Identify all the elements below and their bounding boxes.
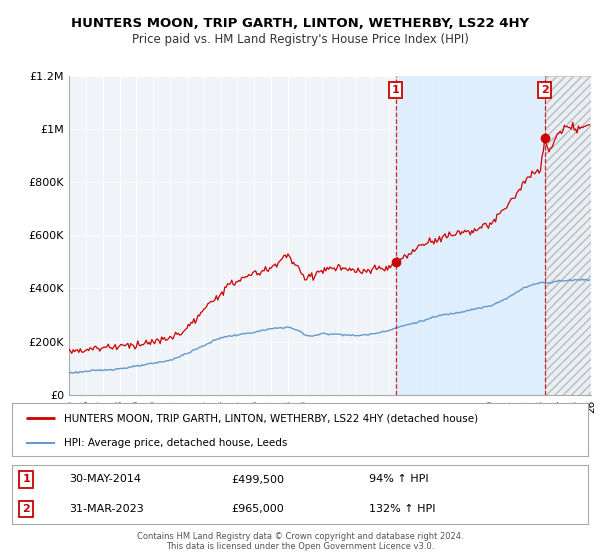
Text: 132% ↑ HPI: 132% ↑ HPI bbox=[369, 504, 436, 514]
Text: 30-MAY-2014: 30-MAY-2014 bbox=[70, 474, 142, 484]
Text: 2: 2 bbox=[541, 85, 548, 95]
Text: HUNTERS MOON, TRIP GARTH, LINTON, WETHERBY, LS22 4HY (detached house): HUNTERS MOON, TRIP GARTH, LINTON, WETHER… bbox=[64, 413, 478, 423]
Text: Contains HM Land Registry data © Crown copyright and database right 2024.
This d: Contains HM Land Registry data © Crown c… bbox=[137, 532, 463, 551]
Text: £965,000: £965,000 bbox=[231, 504, 284, 514]
Text: HUNTERS MOON, TRIP GARTH, LINTON, WETHERBY, LS22 4HY: HUNTERS MOON, TRIP GARTH, LINTON, WETHER… bbox=[71, 17, 529, 30]
Text: 1: 1 bbox=[23, 474, 30, 484]
Text: 31-MAR-2023: 31-MAR-2023 bbox=[70, 504, 145, 514]
Bar bbox=[545, 76, 591, 395]
Text: Price paid vs. HM Land Registry's House Price Index (HPI): Price paid vs. HM Land Registry's House … bbox=[131, 32, 469, 46]
Text: 2: 2 bbox=[23, 504, 30, 514]
Text: 1: 1 bbox=[392, 85, 400, 95]
Text: HPI: Average price, detached house, Leeds: HPI: Average price, detached house, Leed… bbox=[64, 438, 287, 448]
Bar bbox=[396, 76, 545, 395]
Text: 94% ↑ HPI: 94% ↑ HPI bbox=[369, 474, 429, 484]
Text: £499,500: £499,500 bbox=[231, 474, 284, 484]
